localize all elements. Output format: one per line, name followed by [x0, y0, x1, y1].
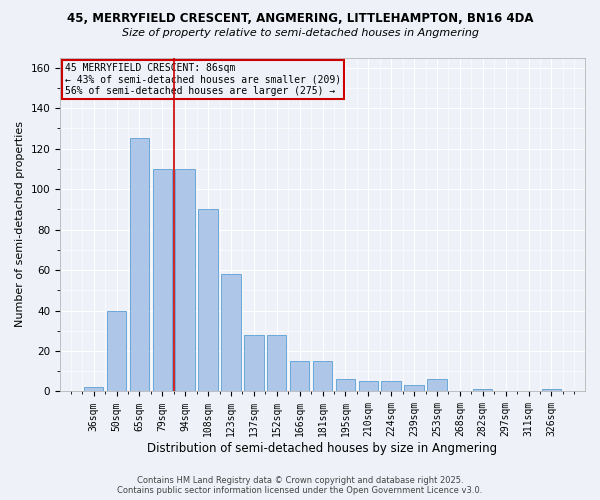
Bar — [221, 274, 241, 392]
Bar — [313, 361, 332, 392]
Text: Size of property relative to semi-detached houses in Angmering: Size of property relative to semi-detach… — [121, 28, 479, 38]
Bar — [427, 380, 446, 392]
Bar — [175, 169, 195, 392]
Bar — [107, 310, 126, 392]
Bar — [267, 335, 286, 392]
Bar — [404, 386, 424, 392]
Bar — [382, 382, 401, 392]
Bar — [359, 382, 378, 392]
Bar — [152, 169, 172, 392]
Text: 45, MERRYFIELD CRESCENT, ANGMERING, LITTLEHAMPTON, BN16 4DA: 45, MERRYFIELD CRESCENT, ANGMERING, LITT… — [67, 12, 533, 26]
Text: Contains HM Land Registry data © Crown copyright and database right 2025.
Contai: Contains HM Land Registry data © Crown c… — [118, 476, 482, 495]
Text: 45 MERRYFIELD CRESCENT: 86sqm
← 43% of semi-detached houses are smaller (209)
56: 45 MERRYFIELD CRESCENT: 86sqm ← 43% of s… — [65, 62, 341, 96]
Bar — [290, 361, 310, 392]
Bar — [199, 210, 218, 392]
Bar — [244, 335, 263, 392]
Bar — [473, 390, 493, 392]
Bar — [335, 380, 355, 392]
Bar — [84, 388, 103, 392]
Bar — [130, 138, 149, 392]
Bar — [542, 390, 561, 392]
Y-axis label: Number of semi-detached properties: Number of semi-detached properties — [15, 122, 25, 328]
X-axis label: Distribution of semi-detached houses by size in Angmering: Distribution of semi-detached houses by … — [148, 442, 497, 455]
